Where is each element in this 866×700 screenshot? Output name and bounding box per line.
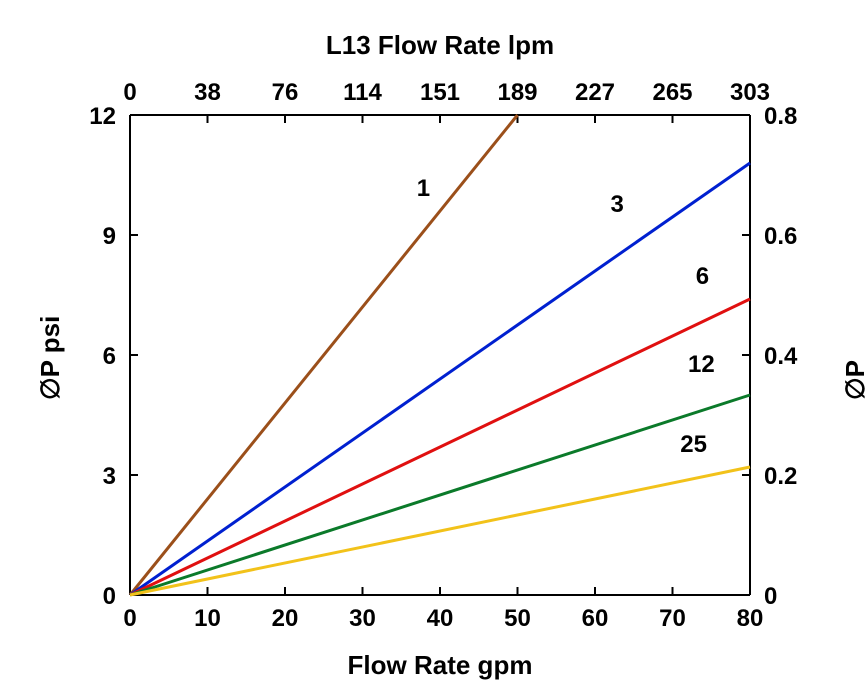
- tick-label: 0: [103, 583, 116, 611]
- tick-label: 20: [272, 605, 299, 633]
- series-label-1: 1: [417, 175, 430, 203]
- tick-label: 0.2: [764, 463, 797, 491]
- tick-label: 0: [764, 583, 777, 611]
- series-label-6: 6: [696, 263, 709, 291]
- tick-label: 60: [582, 605, 609, 633]
- tick-label: 12: [89, 103, 116, 131]
- tick-label: 189: [497, 79, 537, 107]
- tick-label: 40: [427, 605, 454, 633]
- tick-label: 0.6: [764, 223, 797, 251]
- tick-label: 80: [737, 605, 764, 633]
- tick-label: 227: [575, 79, 615, 107]
- tick-label: 114: [343, 79, 382, 107]
- tick-label: 3: [103, 463, 116, 491]
- tick-label: 0.8: [764, 103, 797, 131]
- tick-label: 151: [420, 79, 460, 107]
- tick-label: 10: [194, 605, 221, 633]
- tick-label: 0: [123, 79, 136, 107]
- tick-label: 9: [103, 223, 116, 251]
- series-line-6: [130, 299, 750, 595]
- flow-rate-chart: L13 Flow Rate lpm ∅P psi ∅P bar Flow Rat…: [0, 0, 866, 700]
- series-line-1: [130, 115, 518, 595]
- series-label-12: 12: [688, 351, 715, 379]
- tick-label: 0: [123, 605, 136, 633]
- tick-label: 0.4: [764, 343, 797, 371]
- tick-label: 50: [504, 605, 531, 633]
- tick-label: 38: [194, 79, 221, 107]
- series-line-12: [130, 395, 750, 595]
- tick-label: 265: [652, 79, 692, 107]
- series-label-3: 3: [611, 191, 624, 219]
- tick-label: 70: [659, 605, 686, 633]
- tick-label: 6: [103, 343, 116, 371]
- tick-label: 76: [272, 79, 299, 107]
- tick-label: 30: [349, 605, 376, 633]
- series-label-25: 25: [680, 431, 707, 459]
